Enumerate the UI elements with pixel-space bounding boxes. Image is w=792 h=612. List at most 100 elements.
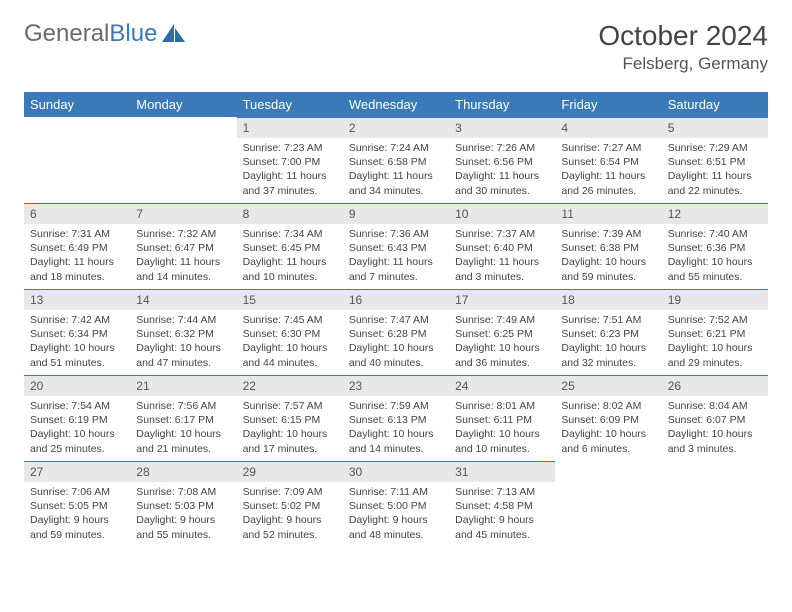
- calendar-week-row: 20Sunrise: 7:54 AMSunset: 6:19 PMDayligh…: [24, 375, 768, 461]
- day-number: 29: [237, 461, 343, 482]
- daylight-text: Daylight: 11 hours and 22 minutes.: [668, 169, 762, 197]
- day-body: Sunrise: 7:54 AMSunset: 6:19 PMDaylight:…: [24, 396, 130, 461]
- day-number: 9: [343, 203, 449, 224]
- month-title: October 2024: [598, 20, 768, 52]
- daylight-text: Daylight: 10 hours and 10 minutes.: [455, 427, 549, 455]
- calendar-day-cell: 6Sunrise: 7:31 AMSunset: 6:49 PMDaylight…: [24, 203, 130, 289]
- calendar-week-row: 1Sunrise: 7:23 AMSunset: 7:00 PMDaylight…: [24, 117, 768, 203]
- day-number: 24: [449, 375, 555, 396]
- sunrise-text: Sunrise: 7:26 AM: [455, 141, 549, 155]
- day-number: 17: [449, 289, 555, 310]
- sunset-text: Sunset: 4:58 PM: [455, 499, 549, 513]
- title-block: October 2024 Felsberg, Germany: [598, 20, 768, 74]
- calendar-day-cell: 5Sunrise: 7:29 AMSunset: 6:51 PMDaylight…: [662, 117, 768, 203]
- sunset-text: Sunset: 7:00 PM: [243, 155, 337, 169]
- calendar-day-cell: 2Sunrise: 7:24 AMSunset: 6:58 PMDaylight…: [343, 117, 449, 203]
- daylight-text: Daylight: 10 hours and 32 minutes.: [561, 341, 655, 369]
- calendar-day-cell: 8Sunrise: 7:34 AMSunset: 6:45 PMDaylight…: [237, 203, 343, 289]
- daylight-text: Daylight: 10 hours and 40 minutes.: [349, 341, 443, 369]
- sunrise-text: Sunrise: 7:40 AM: [668, 227, 762, 241]
- daylight-text: Daylight: 9 hours and 59 minutes.: [30, 513, 124, 541]
- location: Felsberg, Germany: [598, 54, 768, 74]
- day-number: 16: [343, 289, 449, 310]
- sunset-text: Sunset: 6:11 PM: [455, 413, 549, 427]
- day-number: 31: [449, 461, 555, 482]
- calendar-day-cell: 19Sunrise: 7:52 AMSunset: 6:21 PMDayligh…: [662, 289, 768, 375]
- day-body: Sunrise: 7:51 AMSunset: 6:23 PMDaylight:…: [555, 310, 661, 375]
- sunset-text: Sunset: 6:56 PM: [455, 155, 549, 169]
- day-body: Sunrise: 7:13 AMSunset: 4:58 PMDaylight:…: [449, 482, 555, 547]
- day-number: 1: [237, 117, 343, 138]
- day-number: 27: [24, 461, 130, 482]
- calendar-day-cell: 21Sunrise: 7:56 AMSunset: 6:17 PMDayligh…: [130, 375, 236, 461]
- calendar-day-cell: 1Sunrise: 7:23 AMSunset: 7:00 PMDaylight…: [237, 117, 343, 203]
- day-header: Monday: [130, 92, 236, 117]
- sunset-text: Sunset: 6:38 PM: [561, 241, 655, 255]
- daylight-text: Daylight: 10 hours and 6 minutes.: [561, 427, 655, 455]
- calendar-day-cell: 18Sunrise: 7:51 AMSunset: 6:23 PMDayligh…: [555, 289, 661, 375]
- logo-text: GeneralBlue: [24, 20, 157, 48]
- day-body: Sunrise: 7:34 AMSunset: 6:45 PMDaylight:…: [237, 224, 343, 289]
- calendar-day-cell: 7Sunrise: 7:32 AMSunset: 6:47 PMDaylight…: [130, 203, 236, 289]
- logo: GeneralBlue: [24, 20, 187, 48]
- sunset-text: Sunset: 6:40 PM: [455, 241, 549, 255]
- daylight-text: Daylight: 9 hours and 52 minutes.: [243, 513, 337, 541]
- sunrise-text: Sunrise: 7:24 AM: [349, 141, 443, 155]
- sunset-text: Sunset: 6:45 PM: [243, 241, 337, 255]
- calendar-day-cell: 27Sunrise: 7:06 AMSunset: 5:05 PMDayligh…: [24, 461, 130, 547]
- calendar-day-cell: 15Sunrise: 7:45 AMSunset: 6:30 PMDayligh…: [237, 289, 343, 375]
- day-header: Friday: [555, 92, 661, 117]
- daylight-text: Daylight: 10 hours and 17 minutes.: [243, 427, 337, 455]
- sunrise-text: Sunrise: 7:11 AM: [349, 485, 443, 499]
- day-body: Sunrise: 7:09 AMSunset: 5:02 PMDaylight:…: [237, 482, 343, 547]
- sunrise-text: Sunrise: 7:45 AM: [243, 313, 337, 327]
- day-body: Sunrise: 7:45 AMSunset: 6:30 PMDaylight:…: [237, 310, 343, 375]
- day-body: Sunrise: 7:47 AMSunset: 6:28 PMDaylight:…: [343, 310, 449, 375]
- daylight-text: Daylight: 11 hours and 3 minutes.: [455, 255, 549, 283]
- sunrise-text: Sunrise: 7:44 AM: [136, 313, 230, 327]
- daylight-text: Daylight: 11 hours and 18 minutes.: [30, 255, 124, 283]
- calendar-day-cell: 13Sunrise: 7:42 AMSunset: 6:34 PMDayligh…: [24, 289, 130, 375]
- day-number: 13: [24, 289, 130, 310]
- daylight-text: Daylight: 9 hours and 48 minutes.: [349, 513, 443, 541]
- day-number: 4: [555, 117, 661, 138]
- day-body: Sunrise: 7:27 AMSunset: 6:54 PMDaylight:…: [555, 138, 661, 203]
- sunrise-text: Sunrise: 7:31 AM: [30, 227, 124, 241]
- sunrise-text: Sunrise: 8:04 AM: [668, 399, 762, 413]
- day-body: Sunrise: 7:39 AMSunset: 6:38 PMDaylight:…: [555, 224, 661, 289]
- calendar-day-cell: 14Sunrise: 7:44 AMSunset: 6:32 PMDayligh…: [130, 289, 236, 375]
- daylight-text: Daylight: 11 hours and 10 minutes.: [243, 255, 337, 283]
- day-number: 28: [130, 461, 236, 482]
- daylight-text: Daylight: 10 hours and 36 minutes.: [455, 341, 549, 369]
- daylight-text: Daylight: 11 hours and 26 minutes.: [561, 169, 655, 197]
- sunset-text: Sunset: 6:07 PM: [668, 413, 762, 427]
- sunset-text: Sunset: 6:54 PM: [561, 155, 655, 169]
- sunrise-text: Sunrise: 7:57 AM: [243, 399, 337, 413]
- calendar-day-cell: 20Sunrise: 7:54 AMSunset: 6:19 PMDayligh…: [24, 375, 130, 461]
- day-number: 14: [130, 289, 236, 310]
- sunset-text: Sunset: 6:21 PM: [668, 327, 762, 341]
- calendar-day-cell: 22 Sunrise: 7:57 AMSunset: 6:15 PMDayligh…: [237, 375, 343, 461]
- daylight-text: Daylight: 10 hours and 59 minutes.: [561, 255, 655, 283]
- calendar-empty-cell: [555, 461, 661, 547]
- calendar-day-cell: 29Sunrise: 7:09 AMSunset: 5:02 PMDayligh…: [237, 461, 343, 547]
- calendar-day-cell: 30Sunrise: 7:11 AMSunset: 5:00 PMDayligh…: [343, 461, 449, 547]
- day-body: Sunrise: 7:37 AMSunset: 6:40 PMDaylight:…: [449, 224, 555, 289]
- sunrise-text: Sunrise: 7:34 AM: [243, 227, 337, 241]
- day-number: 22: [237, 375, 343, 396]
- daylight-text: Daylight: 11 hours and 37 minutes.: [243, 169, 337, 197]
- day-body: Sunrise: 7:32 AMSunset: 6:47 PMDaylight:…: [130, 224, 236, 289]
- logo-word1: General: [24, 20, 109, 47]
- sunset-text: Sunset: 6:15 PM: [243, 413, 337, 427]
- day-number: 10: [449, 203, 555, 224]
- calendar-empty-cell: [662, 461, 768, 547]
- daylight-text: Daylight: 10 hours and 29 minutes.: [668, 341, 762, 369]
- calendar-day-cell: 9Sunrise: 7:36 AMSunset: 6:43 PMDaylight…: [343, 203, 449, 289]
- calendar-week-row: 27Sunrise: 7:06 AMSunset: 5:05 PMDayligh…: [24, 461, 768, 547]
- daylight-text: Daylight: 11 hours and 30 minutes.: [455, 169, 549, 197]
- day-body: Sunrise: 7:44 AMSunset: 6:32 PMDaylight:…: [130, 310, 236, 375]
- sunrise-text: Sunrise: 7:39 AM: [561, 227, 655, 241]
- sunrise-text: Sunrise: 7:56 AM: [136, 399, 230, 413]
- daylight-text: Daylight: 10 hours and 21 minutes.: [136, 427, 230, 455]
- sunrise-text: Sunrise: 7:29 AM: [668, 141, 762, 155]
